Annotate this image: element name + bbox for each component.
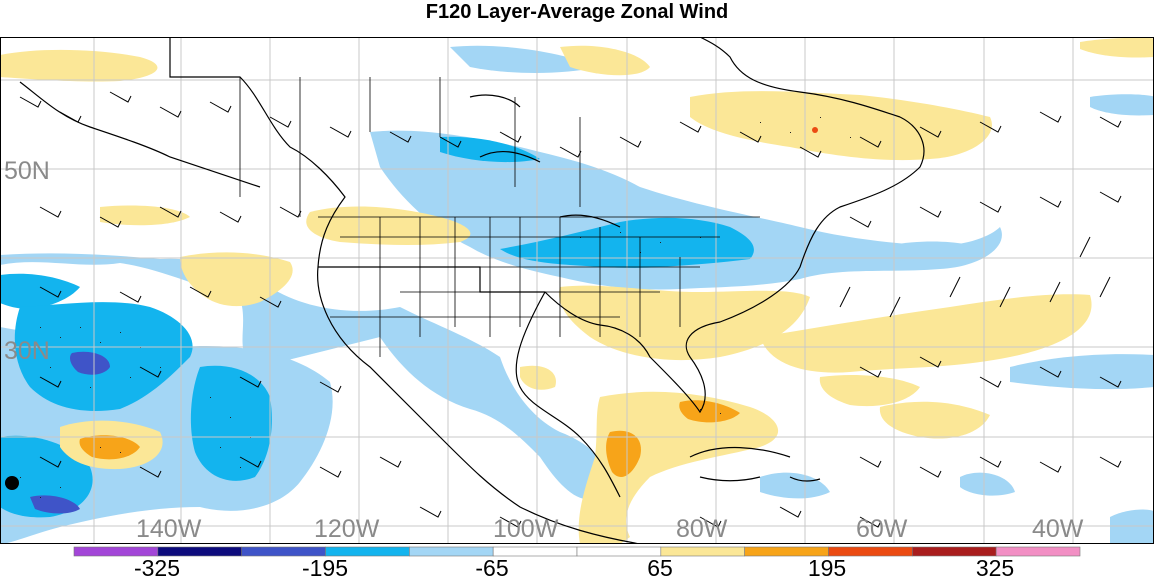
shading-yellow [0, 37, 1154, 544]
shading-red [812, 127, 818, 133]
map-canvas: 50N 30N 140W 120W 100W 80W 60W 40W [0, 37, 1154, 544]
wind-barbs [19, 91, 1122, 528]
map-marker-dot [5, 476, 19, 490]
lon-label-120w: 120W [314, 515, 380, 543]
lon-label-80w: 80W [676, 515, 728, 543]
lon-label-60w: 60W [856, 515, 908, 543]
colorbar: -325 -195 -65 65 195 325 [0, 545, 1154, 581]
shading-orange [79, 400, 740, 477]
colorbar-boxes [73, 546, 1081, 557]
state-borders [239, 77, 760, 357]
colorbar-label-neg65: -65 [475, 555, 508, 579]
map-title: F120 Layer-Average Zonal Wind [425, 1, 729, 23]
colorbar-label-65: 65 [647, 555, 673, 579]
shading-dark-blue [30, 351, 110, 514]
colorbar-box [995, 546, 1081, 557]
colorbar-box [660, 546, 745, 557]
lon-label-40w: 40W [1032, 515, 1084, 543]
lon-label-100w: 100W [493, 515, 559, 543]
colorbar-label-neg325: -325 [134, 555, 180, 579]
lon-label-140w: 140W [136, 515, 202, 543]
colorbar-label-325: 325 [976, 555, 1014, 579]
colorbar-svg: -325 -195 -65 65 195 325 [73, 546, 1081, 581]
lat-label-30n: 30N [4, 337, 50, 365]
graticule [0, 37, 1154, 544]
lat-label-50n: 50N [4, 157, 50, 185]
colorbar-label-195: 195 [808, 555, 846, 579]
colorbar-label-neg195: -195 [302, 555, 348, 579]
coastlines [19, 37, 925, 544]
map-panel[interactable]: 50N 30N 140W 120W 100W 80W 60W 40W [0, 37, 1154, 544]
